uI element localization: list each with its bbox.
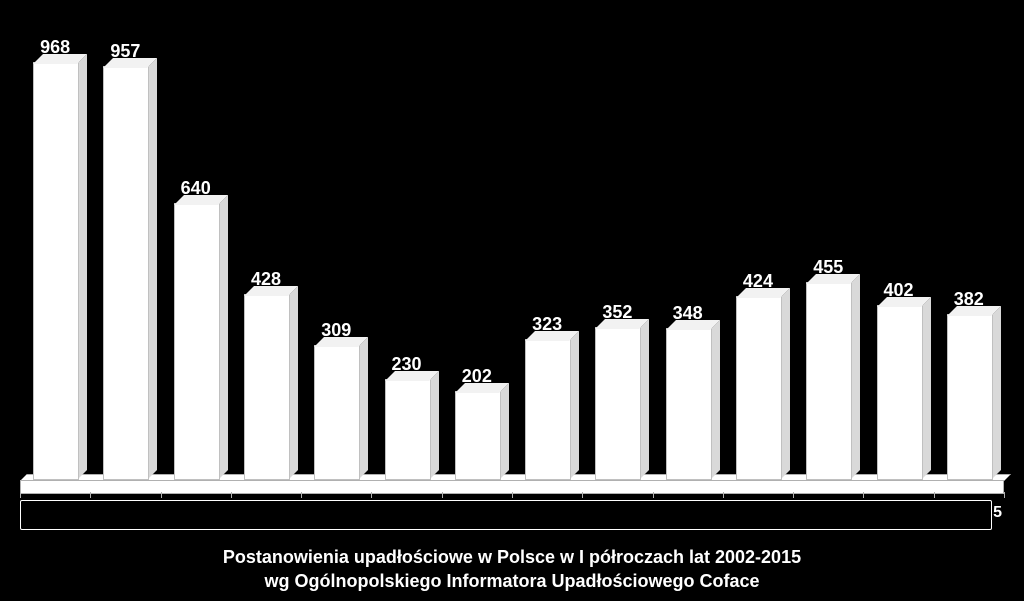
bar [525,341,569,480]
bar-slot: 640 [161,178,231,480]
bar-slot: 957 [90,41,160,480]
bar-slot: 402 [864,280,934,480]
bar-slot: 382 [934,289,1004,480]
bar [877,307,921,480]
bar [314,347,358,480]
bar [455,393,499,480]
bar [806,284,850,480]
bar [595,329,639,480]
bar-slot: 309 [301,320,371,480]
chart-title-line-1: Postanowienia upadłościowe w Polsce w I … [0,545,1024,569]
bar [33,64,77,480]
bar [103,68,147,480]
bar [244,296,288,480]
bar-slot: 424 [723,271,793,480]
bar [947,316,991,480]
bar [174,205,218,480]
bar-slot: 455 [793,257,863,480]
chart-title-line-2: wg Ogólnopolskiego Informatora Upadłości… [0,569,1024,593]
bars-row: 9689576404283092302023233523484244554023… [20,50,1004,480]
bar-slot: 230 [372,354,442,480]
bar-slot: 348 [653,303,723,480]
bar-slot: 968 [20,37,90,480]
bar [385,381,429,480]
bar-slot: 352 [582,302,652,480]
bar-slot: 428 [231,269,301,480]
axis-last-year-fragment: 5 [993,504,1002,522]
bar [736,298,780,480]
chart-container: 9689576404283092302023233523484244554023… [0,0,1024,601]
bar-slot: 202 [442,366,512,480]
bar [666,330,710,480]
chart-floor [20,480,1004,492]
plot-area: 9689576404283092302023233523484244554023… [20,50,1004,480]
axis-black-band [20,500,992,530]
chart-title: Postanowienia upadłościowe w Polsce w I … [0,545,1024,594]
bar-slot: 323 [512,314,582,480]
x-axis-strip: 5 [20,498,1004,532]
